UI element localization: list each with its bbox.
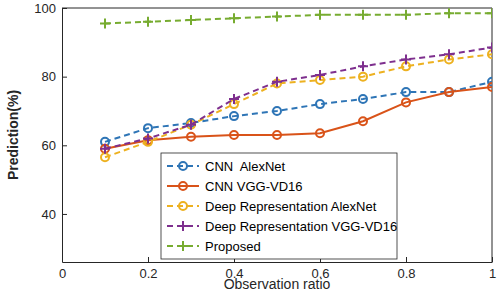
series-marker	[316, 129, 324, 137]
series-marker	[487, 42, 492, 52]
tick-label: 1	[489, 266, 496, 281]
tick-label: 0	[59, 266, 66, 281]
legend-item: Deep Representation VGG-VD16	[167, 219, 397, 234]
tick-mark	[148, 257, 149, 262]
tick-mark	[62, 145, 67, 146]
series-marker	[229, 13, 239, 23]
series-line	[105, 54, 492, 157]
legend-label: CNN VGG-VD16	[205, 179, 303, 194]
series-marker	[186, 15, 196, 25]
legend-swatch	[167, 165, 199, 167]
legend-label: CNN AlexNet	[205, 159, 286, 174]
series-marker	[273, 107, 281, 115]
legend-box	[161, 153, 397, 259]
plot: 00.20.40.60.81406080100CNN AlexNetCNN VG…	[34, 1, 497, 281]
legend-swatch	[167, 185, 199, 187]
legend-marker	[178, 221, 188, 231]
legend-item: CNN AlexNet	[167, 159, 286, 174]
x-axis-title: Observation ratio	[224, 276, 331, 292]
series-marker	[402, 98, 410, 106]
series-marker	[273, 131, 281, 139]
series-marker	[100, 144, 110, 154]
series-marker	[401, 10, 411, 20]
axis-line	[63, 262, 493, 263]
series-marker	[101, 153, 109, 161]
series-marker	[402, 88, 410, 96]
series-marker	[230, 112, 238, 120]
legend-swatch	[167, 205, 199, 207]
series-marker	[143, 133, 153, 143]
series-group	[100, 8, 492, 161]
series-marker	[230, 131, 238, 139]
series-line	[105, 87, 492, 149]
tick: 60	[42, 138, 67, 153]
tick: 80	[42, 69, 67, 84]
series-marker	[359, 73, 367, 81]
tick-label: 0.8	[397, 266, 415, 281]
tick: 40	[42, 207, 67, 222]
legend-label: Deep Representation AlexNet	[205, 199, 377, 214]
legend: CNN AlexNet CNN VGG-VD16 Deep Representati…	[161, 153, 397, 259]
series-marker	[101, 145, 109, 153]
legend-label: Deep Representation VGG-VD16	[205, 219, 397, 234]
series-marker	[315, 10, 325, 20]
tick: 0.2	[139, 257, 157, 281]
tick-label: 100	[34, 1, 56, 16]
tick-label: 40	[42, 207, 56, 222]
tick-mark	[62, 77, 67, 78]
tick-label: 80	[42, 69, 56, 84]
y-axis-title: Prediction(%)	[5, 90, 21, 180]
legend-item: CNN VGG-VD16	[167, 179, 303, 194]
tick-mark	[62, 214, 67, 215]
series-marker	[100, 18, 110, 28]
series-line	[105, 13, 492, 23]
series-line	[105, 47, 492, 148]
y-axis: 40 60 80 100	[34, 1, 67, 263]
tick-mark	[406, 257, 407, 262]
series-marker	[487, 8, 492, 18]
series-marker	[359, 117, 367, 125]
series-marker	[272, 77, 282, 87]
series-marker	[445, 88, 453, 96]
tick: 0.8	[397, 257, 415, 281]
legend-marker	[178, 241, 188, 251]
legend-marker	[179, 202, 187, 210]
frame	[62, 8, 492, 9]
series-marker	[359, 95, 367, 103]
series-marker	[316, 100, 324, 108]
series-marker	[143, 17, 153, 27]
series-marker	[488, 83, 492, 91]
tick-label: 0.2	[139, 266, 157, 281]
chart: 00.20.40.60.81406080100CNN AlexNetCNN VG…	[0, 0, 500, 292]
series-marker	[186, 120, 196, 130]
legend-item: Proposed	[167, 239, 261, 254]
series-marker	[229, 94, 239, 104]
legend-item: Deep Representation AlexNet	[167, 199, 377, 214]
series-marker	[401, 54, 411, 64]
series-marker	[187, 133, 195, 141]
series-marker	[444, 8, 454, 18]
tick-label: 60	[42, 138, 56, 153]
series-marker	[444, 49, 454, 59]
series-marker	[358, 61, 368, 71]
series-marker	[144, 124, 152, 132]
series-marker	[315, 70, 325, 80]
legend-marker	[179, 162, 187, 170]
series-marker	[358, 10, 368, 20]
axis-line	[62, 9, 63, 263]
legend-marker	[179, 182, 187, 190]
legend-label: Proposed	[205, 239, 261, 254]
series-marker	[272, 12, 282, 22]
